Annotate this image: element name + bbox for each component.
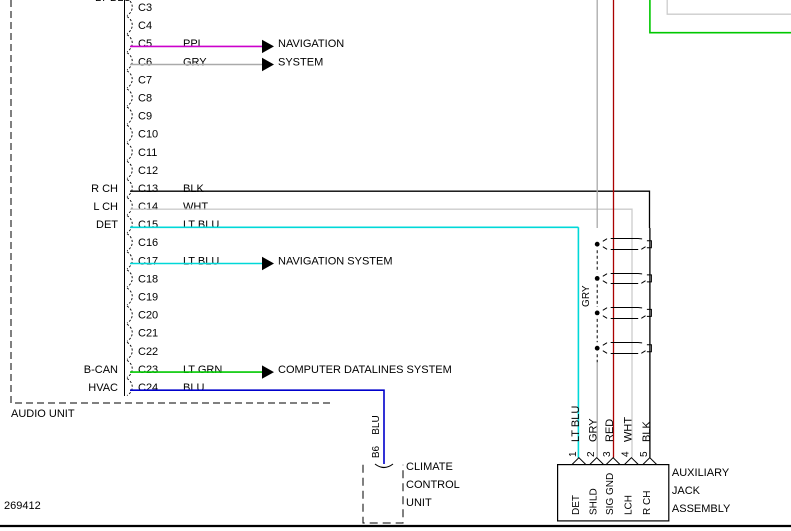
svg-text:WHT: WHT <box>622 417 634 442</box>
svg-text:C22: C22 <box>138 346 158 358</box>
svg-text:C7: C7 <box>138 74 152 86</box>
svg-text:R CH: R CH <box>642 491 653 515</box>
svg-text:BLU: BLU <box>371 415 382 434</box>
svg-text:269412: 269412 <box>4 500 41 512</box>
svg-text:5: 5 <box>639 451 650 457</box>
svg-text:DET: DET <box>571 495 582 515</box>
svg-text:B-CAN: B-CAN <box>84 364 118 376</box>
svg-text:C13: C13 <box>138 183 158 195</box>
svg-text:C21: C21 <box>138 328 158 340</box>
svg-text:2: 2 <box>586 451 597 457</box>
svg-text:C17: C17 <box>138 255 158 267</box>
svg-text:C6: C6 <box>138 56 152 68</box>
svg-text:ASSEMBLY: ASSEMBLY <box>672 503 731 515</box>
svg-text:LT BLU: LT BLU <box>570 406 582 442</box>
svg-text:LT BLU: LT BLU <box>183 219 219 231</box>
svg-text:C3: C3 <box>138 2 152 14</box>
svg-text:HVAC: HVAC <box>88 382 118 394</box>
svg-text:AUDIO UNIT: AUDIO UNIT <box>11 408 75 420</box>
svg-text:UNIT: UNIT <box>406 497 432 509</box>
svg-text:COMPUTER DATALINES SYSTEM: COMPUTER DATALINES SYSTEM <box>278 364 452 376</box>
svg-text:SHLD: SHLD <box>589 488 600 515</box>
svg-text:CLIMATE: CLIMATE <box>406 461 453 473</box>
svg-text:SYSTEM: SYSTEM <box>278 56 323 68</box>
svg-text:C10: C10 <box>138 129 158 141</box>
svg-text:C11: C11 <box>138 147 157 159</box>
svg-text:L CH: L CH <box>93 201 118 213</box>
svg-text:NAVIGATION SYSTEM: NAVIGATION SYSTEM <box>278 255 393 267</box>
svg-text:C12: C12 <box>138 165 158 177</box>
svg-text:GRY: GRY <box>581 285 592 307</box>
svg-text:B6: B6 <box>371 445 382 458</box>
svg-text:4: 4 <box>621 451 632 457</box>
svg-text:C19: C19 <box>138 292 158 304</box>
svg-text:LT BLU: LT BLU <box>95 0 131 4</box>
svg-text:GRY: GRY <box>183 56 207 68</box>
svg-text:RED: RED <box>604 419 616 442</box>
svg-text:GRY: GRY <box>588 418 600 442</box>
svg-text:NAVIGATION: NAVIGATION <box>278 38 344 50</box>
svg-text:C23: C23 <box>138 364 158 376</box>
svg-text:3: 3 <box>602 451 613 457</box>
svg-text:LT GRN: LT GRN <box>183 364 222 376</box>
svg-text:C15: C15 <box>138 219 158 231</box>
svg-text:LT BLU: LT BLU <box>183 255 219 267</box>
svg-text:CONTROL: CONTROL <box>406 479 460 491</box>
svg-text:PPL: PPL <box>183 38 204 50</box>
svg-text:SIG GND: SIG GND <box>605 473 616 515</box>
svg-text:C24: C24 <box>138 382 158 394</box>
svg-text:1: 1 <box>568 451 579 457</box>
svg-text:C20: C20 <box>138 310 158 322</box>
svg-text:C5: C5 <box>138 38 152 50</box>
svg-text:JACK: JACK <box>672 485 701 497</box>
svg-text:C14: C14 <box>138 201 158 213</box>
svg-text:DET: DET <box>96 219 118 231</box>
svg-text:LCH: LCH <box>623 495 634 515</box>
svg-text:BLU: BLU <box>183 382 204 394</box>
svg-text:WHT: WHT <box>183 201 208 213</box>
svg-text:AUXILIARY: AUXILIARY <box>672 467 730 479</box>
svg-text:C8: C8 <box>138 93 152 105</box>
svg-text:C9: C9 <box>138 111 152 123</box>
svg-text:C18: C18 <box>138 273 158 285</box>
svg-text:R CH: R CH <box>91 183 118 195</box>
svg-text:BLK: BLK <box>641 421 653 442</box>
svg-text:C4: C4 <box>138 20 152 32</box>
svg-text:C16: C16 <box>138 237 158 249</box>
svg-text:BLK: BLK <box>183 183 204 195</box>
